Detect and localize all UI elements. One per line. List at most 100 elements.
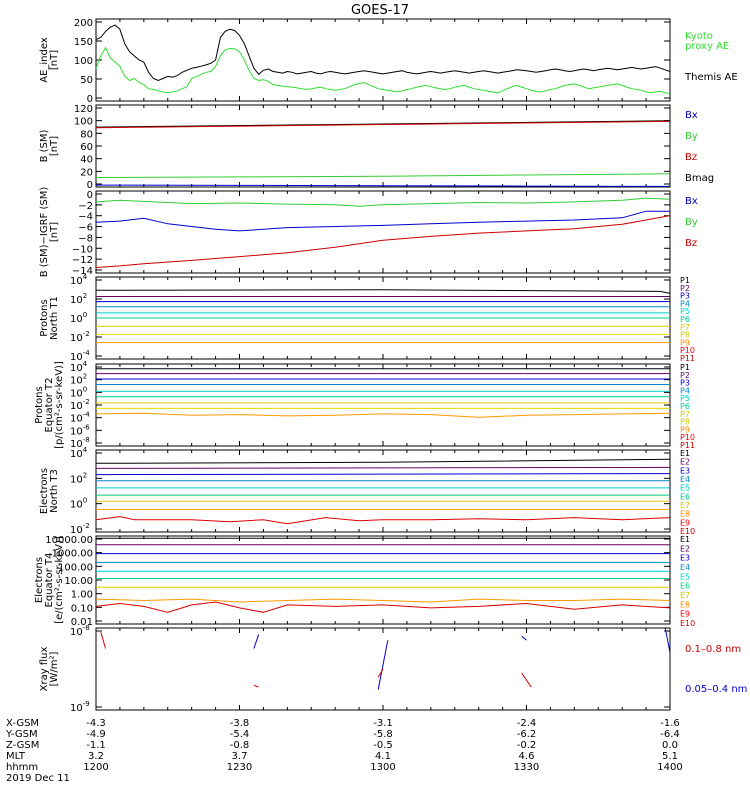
y-axis-label: Equator T4 <box>44 553 55 608</box>
legend-entry: E2 <box>680 544 690 553</box>
y-tick-exponent: -2 <box>83 330 90 338</box>
y-tick-label: 80 <box>80 129 93 140</box>
legend-entry: E6 <box>680 492 690 501</box>
x-axis-value: 4.6 <box>519 751 535 762</box>
series-line <box>95 466 671 469</box>
series-line <box>95 516 671 525</box>
x-axis-value: 1230 <box>227 762 252 773</box>
x-axis-value: 3.7 <box>232 751 248 762</box>
panel-frame <box>95 363 671 447</box>
legend-entry: 0.05–0.4 nm <box>685 684 747 695</box>
y-axis-label: [nT] <box>49 50 60 70</box>
xray-segment <box>521 635 527 641</box>
y-tick-label: 10-4 <box>70 349 90 363</box>
y-tick-label: −6 <box>78 223 93 234</box>
y-tick-exponent: -4 <box>83 411 91 419</box>
legend-entry: E9 <box>680 518 690 527</box>
y-tick-label: 104 <box>70 446 88 460</box>
plot-date: 2019 Dec 11 <box>6 773 70 784</box>
y-tick-label: 1000.00 <box>52 549 93 560</box>
legend-entry: By <box>685 217 698 228</box>
x-axis-value: -4.9 <box>86 729 106 740</box>
panel-bigrf: 0−2−4−6−8−10−12−14 B (SM)−IGRF (SM) [nT] Bx… <box>39 187 698 278</box>
y-tick-label: 10000.00 <box>45 535 93 546</box>
y-axis-label: AE_index <box>39 37 50 83</box>
y-tick-label: 120 <box>74 104 93 115</box>
y-tick-label: 0 <box>87 190 93 201</box>
plot-title: GOES-17 <box>351 3 409 18</box>
legend-entry: E5 <box>680 572 690 581</box>
y-tick-label: −4 <box>78 212 93 223</box>
legend-entry: proxy AE <box>685 41 729 52</box>
series-line <box>95 289 671 294</box>
y-tick-exponent: 4 <box>83 360 88 368</box>
legend-entry: Bmag <box>685 173 714 184</box>
x-axis-value: -1.6 <box>660 718 680 729</box>
y-tick-label: 10.00 <box>64 576 93 587</box>
legend-entry: P8 <box>680 331 690 340</box>
y-tick-label: −14 <box>72 266 93 277</box>
xray-segment <box>377 668 384 678</box>
legend-entry: E1 <box>680 449 690 458</box>
y-tick-exponent: 4 <box>83 273 88 281</box>
legend-entry: Kyoto <box>685 31 713 42</box>
series-line <box>95 601 671 613</box>
y-axis-label: B (SM) <box>39 129 50 162</box>
y-axis-label: North T3 <box>49 469 60 513</box>
x-axis-value: -5.8 <box>373 729 393 740</box>
y-tick-label: 10-8 <box>70 624 90 638</box>
x-axis-row-label: Z-GSM <box>6 740 39 751</box>
x-axis-value: 4.1 <box>375 751 391 762</box>
panel-frame <box>95 535 671 625</box>
legend-entry: P11 <box>680 441 695 450</box>
y-tick-exponent: -2 <box>83 522 90 530</box>
legend-entry: P2 <box>680 284 690 293</box>
legend-entry: P4 <box>680 386 690 395</box>
legend-entry: E7 <box>680 501 690 510</box>
y-tick-exponent: 0 <box>83 497 87 505</box>
x-axis-value: 1200 <box>83 762 108 773</box>
series-line <box>95 24 671 82</box>
legend-entry: E10 <box>680 619 695 628</box>
y-tick-label: 40 <box>80 155 93 166</box>
y-tick-label: 100 <box>70 497 87 511</box>
y-tick-label: 200 <box>74 18 93 29</box>
series-line <box>95 598 671 603</box>
series-line <box>95 458 671 464</box>
legend-entry: Themis AE <box>684 72 738 83</box>
y-tick-label: 0.01 <box>71 617 93 628</box>
y-tick-label: 0.10 <box>71 603 93 614</box>
xray-segment <box>664 627 671 653</box>
legend-entry: E7 <box>680 591 690 600</box>
x-axis-value: -3.8 <box>230 718 250 729</box>
series-line <box>95 412 671 418</box>
x-axis-value: 1300 <box>370 762 395 773</box>
y-axis-label: Electrons <box>39 468 50 514</box>
legend-entry: P3 <box>680 292 690 301</box>
series-line <box>95 184 671 187</box>
legend-entry: P2 <box>680 371 690 380</box>
legend-entry: E1 <box>680 535 690 544</box>
legend-entry: P10 <box>680 433 695 442</box>
y-tick-exponent: 4 <box>83 446 88 454</box>
x-axis-value: -5.4 <box>230 729 250 740</box>
y-tick-exponent: -8 <box>83 624 90 632</box>
y-tick-exponent: -2 <box>83 398 90 406</box>
legend-entry: P5 <box>680 307 690 316</box>
x-axis-value: -3.1 <box>373 718 393 729</box>
y-tick-label: −8 <box>78 233 93 244</box>
x-axis-value: -4.3 <box>86 718 106 729</box>
series-line <box>95 215 671 268</box>
legend-entry: P8 <box>680 418 690 427</box>
y-tick-label: 100 <box>74 117 93 128</box>
y-tick-exponent: -4 <box>83 349 91 357</box>
y-tick-label: 0 <box>87 94 93 105</box>
legend-entry: E3 <box>680 554 690 563</box>
legend-entry: P4 <box>680 299 690 308</box>
legend-entry: P5 <box>680 394 690 403</box>
y-axis-label: Equator T2 <box>44 378 55 433</box>
series-line <box>95 210 670 232</box>
